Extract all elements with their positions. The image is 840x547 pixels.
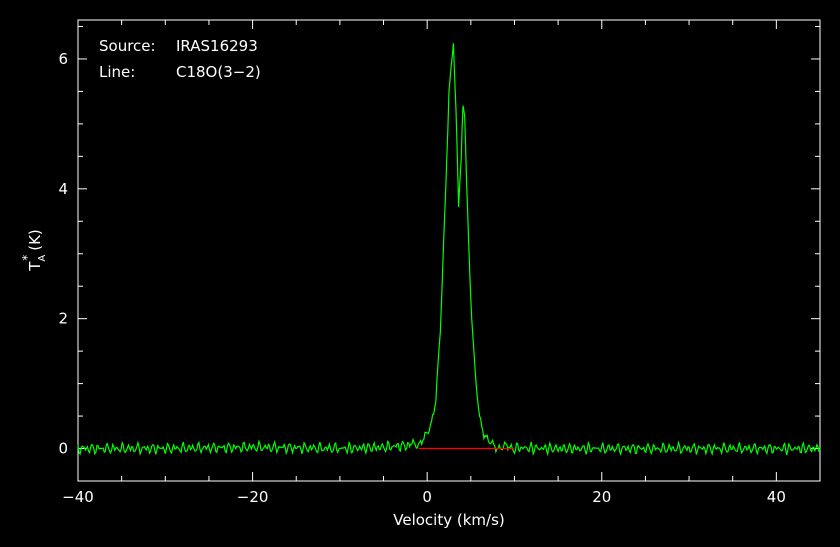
x-axis-label: Velocity (km/s) <box>393 511 504 529</box>
x-tick-label: −40 <box>62 488 94 506</box>
x-tick-label: 40 <box>767 488 786 506</box>
line-label: Line: <box>99 63 135 81</box>
source-label: Source: <box>99 37 156 55</box>
y-axis-label-subscript: A <box>37 255 48 262</box>
spectrum-line <box>77 43 821 457</box>
line-value: C18O(3−2) <box>176 63 261 81</box>
y-axis-label: TA* (K) <box>20 229 48 272</box>
y-axis-label-base: T <box>26 261 44 272</box>
axis-tick-labels: −40 −20 0 20 40 0 2 4 6 <box>58 50 785 506</box>
y-axis-label-superscript: * <box>20 255 34 261</box>
plot-frame <box>77 19 821 482</box>
series-layer <box>77 43 821 457</box>
y-tick-label: 0 <box>58 440 68 458</box>
y-tick-label: 4 <box>58 180 68 198</box>
svg-text:TA*(K): TA* (K) <box>20 229 48 272</box>
x-tick-label: 20 <box>592 488 611 506</box>
y-tick-label: 2 <box>58 310 68 328</box>
y-axis-label-unit: (K) <box>26 229 44 251</box>
y-tick-label: 6 <box>58 50 68 68</box>
source-value: IRAS16293 <box>176 37 258 55</box>
x-tick-label: −20 <box>237 488 269 506</box>
x-tick-label: 0 <box>422 488 432 506</box>
